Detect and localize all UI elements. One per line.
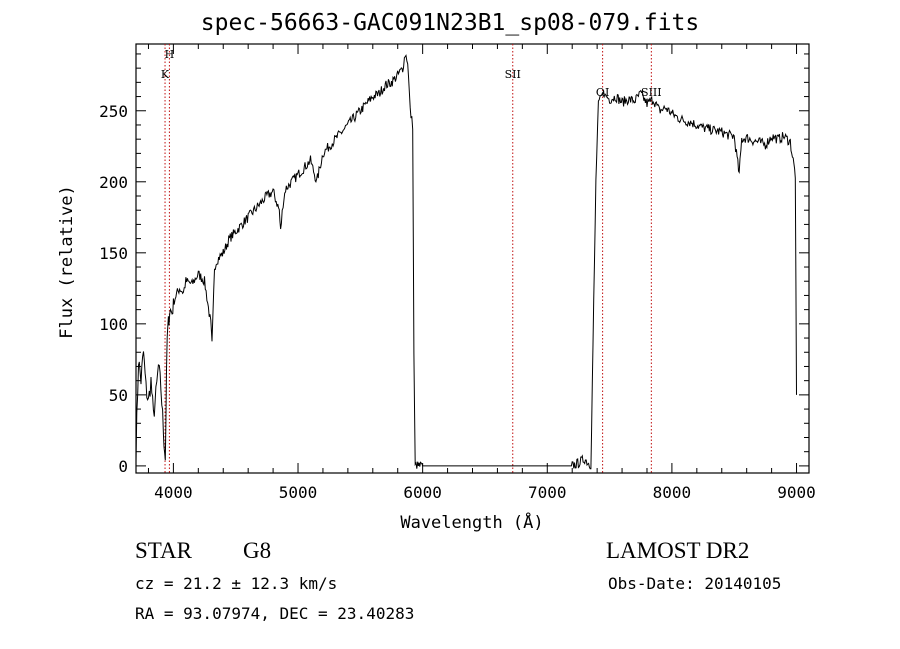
- y-tick-label: 0: [118, 457, 128, 476]
- x-axis-label: Wavelength (Å): [400, 511, 543, 533]
- y-axis-label: Flux (relative): [57, 185, 77, 339]
- feature-label: K: [161, 68, 170, 81]
- y-tick-label: 250: [99, 102, 128, 121]
- feature-label: SIII: [641, 86, 662, 99]
- axis-ticks: [136, 44, 809, 473]
- x-tick-label: 4000: [154, 483, 193, 502]
- x-tick-label: 9000: [777, 483, 816, 502]
- x-tick-label: 5000: [279, 483, 318, 502]
- y-tick-label: 200: [99, 173, 128, 192]
- x-tick-label: 8000: [653, 483, 692, 502]
- plot-area: [135, 43, 810, 474]
- y-tick-label: 100: [99, 315, 128, 334]
- tick-labels: 4000 5000 6000 7000 8000 9000 0 50 100 150 200 250: [99, 102, 816, 502]
- object-class: STAR: [135, 538, 192, 563]
- obs-date: Obs-Date: 20140105: [608, 574, 782, 593]
- chart-title: spec-56663-GAC091N23B1_sp08-079.fits: [200, 10, 700, 36]
- redshift-text: cz = 21.2 ± 12.3 km/s: [135, 574, 338, 593]
- spectrum-line: [135, 54, 797, 470]
- feature-label: H: [165, 48, 175, 61]
- coordinates-text: RA = 93.07974, DEC = 23.40283: [135, 604, 415, 623]
- x-tick-label: 7000: [528, 483, 567, 502]
- y-tick-label: 50: [109, 386, 128, 405]
- survey-name: LAMOST DR2: [606, 538, 750, 563]
- y-tick-label: 150: [99, 244, 128, 263]
- feature-label: SII: [505, 68, 521, 81]
- x-tick-label: 6000: [403, 483, 442, 502]
- object-subclass: G8: [243, 538, 272, 563]
